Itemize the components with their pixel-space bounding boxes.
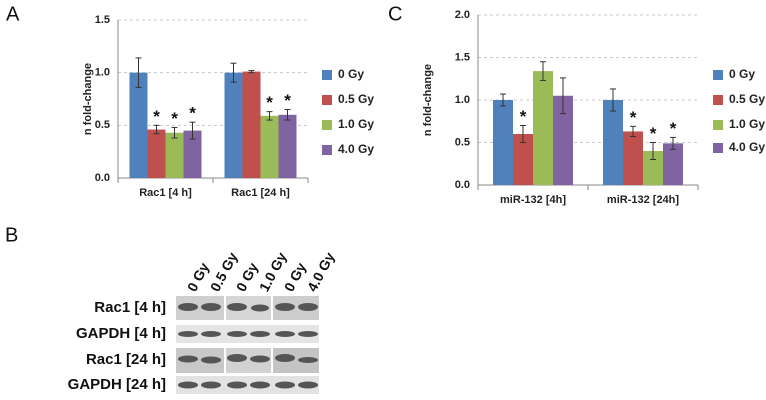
significance: * bbox=[670, 119, 677, 138]
y-tick-label: 0.0 bbox=[455, 179, 470, 191]
significance: * bbox=[630, 108, 637, 127]
bar bbox=[183, 130, 202, 178]
bar bbox=[242, 71, 261, 178]
band bbox=[227, 354, 247, 362]
significance: * bbox=[650, 124, 657, 143]
significance: * bbox=[284, 91, 291, 110]
legend-swatch bbox=[322, 70, 332, 80]
bar bbox=[663, 143, 683, 185]
row-label: GAPDH [24 h] bbox=[68, 376, 166, 393]
row-label: Rac1 [24 h] bbox=[86, 351, 166, 368]
significance: * bbox=[153, 107, 160, 126]
band bbox=[201, 356, 221, 364]
band bbox=[178, 355, 198, 363]
bar bbox=[165, 132, 184, 178]
significance: * bbox=[189, 104, 196, 123]
legend-label: 0 Gy bbox=[729, 67, 755, 81]
band bbox=[227, 303, 247, 311]
legend-swatch bbox=[713, 143, 723, 153]
bar bbox=[553, 95, 573, 185]
band bbox=[178, 303, 198, 311]
legend-swatch bbox=[713, 70, 723, 80]
band bbox=[250, 381, 270, 389]
x-tick-label: Rac1 [4 h] bbox=[139, 187, 192, 199]
band bbox=[178, 331, 198, 337]
row-label: Rac1 [4 h] bbox=[94, 299, 166, 316]
legend-label: 0.5 Gy bbox=[338, 92, 374, 106]
y-tick-label: 0.5 bbox=[455, 136, 470, 148]
significance: * bbox=[520, 107, 527, 126]
y-tick-label: 2.0 bbox=[455, 9, 470, 21]
bar bbox=[224, 72, 243, 178]
bar bbox=[603, 100, 623, 185]
legend-swatch bbox=[322, 120, 332, 130]
bar bbox=[643, 151, 663, 185]
bar bbox=[623, 131, 643, 185]
significance: * bbox=[171, 109, 178, 128]
bar bbox=[493, 100, 513, 185]
bar bbox=[129, 72, 148, 178]
band bbox=[201, 381, 221, 389]
band bbox=[250, 355, 270, 363]
band bbox=[275, 331, 295, 337]
bar bbox=[278, 114, 297, 178]
y-tick-label: 1.5 bbox=[95, 14, 110, 26]
panel-label: B bbox=[5, 224, 18, 246]
y-axis-label: n fold-change bbox=[422, 64, 434, 136]
panel-label: C bbox=[388, 3, 402, 25]
band bbox=[201, 303, 221, 311]
lane-label: 0 Gy bbox=[184, 260, 212, 294]
band bbox=[178, 381, 198, 389]
legend-label: 4.0 Gy bbox=[338, 142, 374, 156]
legend-swatch bbox=[713, 95, 723, 105]
bar bbox=[533, 71, 553, 185]
band bbox=[227, 331, 247, 337]
band bbox=[275, 354, 295, 362]
band bbox=[275, 381, 295, 389]
panel-label: A bbox=[6, 3, 20, 25]
y-tick-label: 0.0 bbox=[95, 172, 110, 184]
band bbox=[298, 303, 318, 311]
lane-label: 4.0 Gy bbox=[304, 249, 338, 294]
bar bbox=[513, 134, 533, 185]
lane-label: 0 Gy bbox=[233, 260, 261, 294]
band bbox=[251, 304, 269, 312]
bar bbox=[260, 115, 279, 178]
legend-swatch bbox=[322, 145, 332, 155]
significance: * bbox=[266, 93, 273, 112]
band bbox=[227, 381, 247, 389]
band bbox=[298, 381, 318, 389]
legend-swatch bbox=[322, 95, 332, 105]
bar bbox=[147, 129, 166, 178]
legend-label: 0.5 Gy bbox=[729, 92, 765, 106]
legend-swatch bbox=[713, 120, 723, 130]
y-tick-label: 1.0 bbox=[95, 67, 110, 79]
y-tick-label: 1.0 bbox=[455, 94, 470, 106]
band bbox=[201, 331, 221, 337]
band bbox=[250, 331, 270, 337]
y-tick-label: 1.5 bbox=[455, 51, 470, 63]
y-tick-label: 0.5 bbox=[95, 119, 110, 131]
x-tick-label: Rac1 [24 h] bbox=[231, 187, 290, 199]
legend-label: 1.0 Gy bbox=[729, 117, 765, 131]
band bbox=[298, 331, 318, 337]
blot-strip bbox=[176, 376, 319, 394]
x-tick-label: miR-132 [24h] bbox=[607, 194, 679, 206]
blot bbox=[176, 296, 319, 394]
band bbox=[298, 357, 318, 363]
legend-label: 1.0 Gy bbox=[338, 117, 374, 131]
y-axis-label: n fold-change bbox=[82, 63, 94, 135]
x-tick-label: miR-132 [4h] bbox=[500, 194, 566, 206]
blot-strip bbox=[176, 325, 319, 343]
row-label: GAPDH [4 h] bbox=[76, 325, 166, 342]
legend-label: 0 Gy bbox=[338, 67, 364, 81]
band bbox=[275, 303, 295, 311]
legend-label: 4.0 Gy bbox=[729, 140, 765, 154]
